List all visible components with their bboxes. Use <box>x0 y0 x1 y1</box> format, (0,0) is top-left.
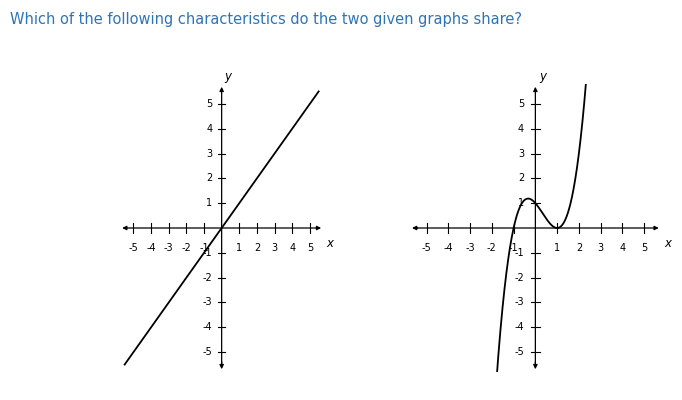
Text: x: x <box>664 237 671 250</box>
Text: -4: -4 <box>146 242 156 252</box>
Text: y: y <box>224 70 232 82</box>
Text: -3: -3 <box>465 242 475 252</box>
Text: x: x <box>326 237 333 250</box>
Text: -5: -5 <box>203 347 213 357</box>
Text: 4: 4 <box>289 242 295 252</box>
Text: -1: -1 <box>514 248 524 258</box>
Text: -2: -2 <box>181 242 191 252</box>
Text: 4: 4 <box>619 242 625 252</box>
Text: -1: -1 <box>199 242 209 252</box>
Text: 3: 3 <box>597 242 604 252</box>
Text: -4: -4 <box>443 242 453 252</box>
Text: 4: 4 <box>207 124 213 134</box>
Text: 1: 1 <box>236 242 242 252</box>
Text: Which of the following characteristics do the two given graphs share?: Which of the following characteristics d… <box>10 12 522 27</box>
Text: -2: -2 <box>487 242 496 252</box>
Text: -2: -2 <box>203 273 213 283</box>
Text: 2: 2 <box>254 242 260 252</box>
Text: -2: -2 <box>514 273 524 283</box>
Text: 1: 1 <box>518 198 524 208</box>
Text: -3: -3 <box>203 298 213 308</box>
Text: 5: 5 <box>518 99 524 109</box>
Text: -5: -5 <box>514 347 524 357</box>
Text: 2: 2 <box>518 173 524 183</box>
Text: 5: 5 <box>307 242 313 252</box>
Text: 3: 3 <box>207 148 213 158</box>
Text: y: y <box>539 70 546 82</box>
Text: 2: 2 <box>206 173 213 183</box>
Text: 4: 4 <box>518 124 524 134</box>
Text: 1: 1 <box>554 242 560 252</box>
Text: 2: 2 <box>576 242 582 252</box>
Text: -1: -1 <box>509 242 518 252</box>
Text: -5: -5 <box>129 242 138 252</box>
Text: -3: -3 <box>514 298 524 308</box>
Text: 3: 3 <box>518 148 524 158</box>
Text: 3: 3 <box>271 242 278 252</box>
Text: -5: -5 <box>421 242 432 252</box>
Text: -1: -1 <box>203 248 213 258</box>
Text: 1: 1 <box>207 198 213 208</box>
Text: -3: -3 <box>164 242 173 252</box>
Text: 5: 5 <box>206 99 213 109</box>
Text: -4: -4 <box>514 322 524 332</box>
Text: -4: -4 <box>203 322 213 332</box>
Text: 5: 5 <box>641 242 647 252</box>
